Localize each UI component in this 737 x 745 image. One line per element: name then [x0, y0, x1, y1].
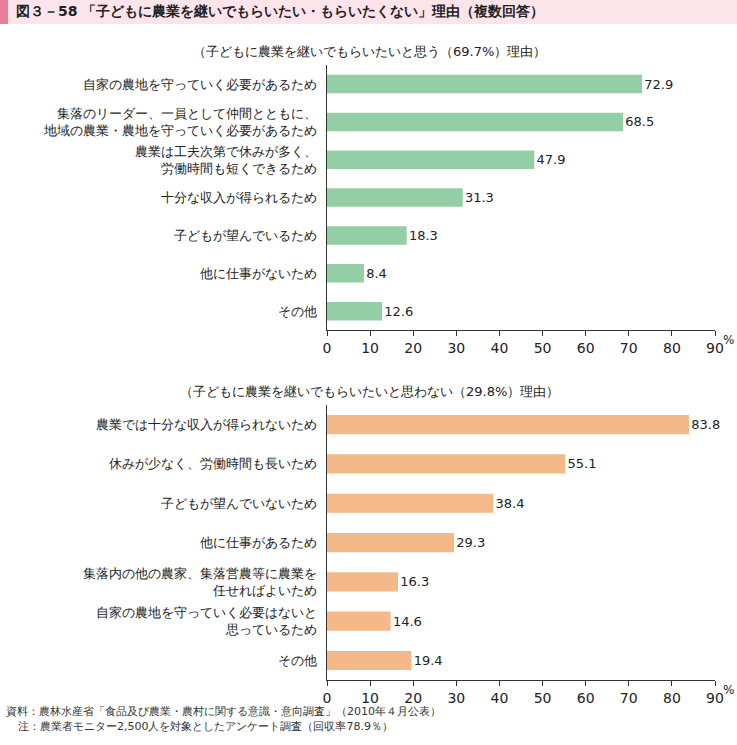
svg-text:12.6: 12.6: [384, 304, 413, 319]
svg-text:16.3: 16.3: [400, 574, 429, 589]
svg-text:自家の農地を守っていく必要はないと思っているため: 自家の農地を守っていく必要はないと思っているため: [96, 605, 317, 637]
svg-text:30: 30: [447, 340, 465, 356]
svg-text:他に仕事があるため: 他に仕事があるため: [200, 535, 317, 550]
svg-text:その他: その他: [278, 653, 317, 668]
svg-text:子どもが望んでいないため: 子どもが望んでいないため: [161, 496, 317, 511]
svg-text:自家の農地を守っていく必要があるため: 自家の農地を守っていく必要があるため: [83, 77, 317, 92]
svg-text:60: 60: [577, 690, 595, 704]
svg-text:55.1: 55.1: [568, 456, 597, 471]
svg-text:50: 50: [534, 690, 552, 704]
svg-text:40: 40: [491, 340, 509, 356]
svg-text:他に仕事がないため: 他に仕事がないため: [200, 266, 317, 281]
html-text:注：農業者モニター2,500人を対象としたアンケート調査（回: 注：農業者モニター2,500人を対象としたアンケート調査（回収率78.9％）: [18, 720, 393, 733]
svg-text:十分な収入が得られるため: 十分な収入が得られるため: [161, 190, 317, 205]
svg-text:68.5: 68.5: [625, 114, 654, 129]
svg-text:18.3: 18.3: [409, 228, 438, 243]
svg-text:%: %: [723, 333, 734, 347]
svg-text:農業は工夫次第で休みが多く、労働時間も短くできるため: 農業は工夫次第で休みが多く、労働時間も短くできるため: [135, 144, 317, 176]
svg-text:20: 20: [404, 690, 422, 704]
svg-text:10: 10: [361, 340, 379, 356]
svg-text:60: 60: [577, 340, 595, 356]
svg-text:農業では十分な収入が得られないため: 農業では十分な収入が得られないため: [96, 417, 317, 432]
svg-text:20: 20: [404, 340, 422, 356]
svg-text:31.3: 31.3: [465, 190, 494, 205]
html-text:図３－58 「子どもに農業を継いでもらいたい・もらいたくない: 図３－58 「子どもに農業を継いでもらいたい・もらいたくない」理由（複数回答）: [16, 3, 545, 19]
svg-text:0: 0: [323, 690, 332, 704]
svg-text:10: 10: [361, 690, 379, 704]
svg-text:72.9: 72.9: [644, 77, 673, 92]
svg-text:休みが少なく、労働時間も長いため: 休みが少なく、労働時間も長いため: [109, 456, 317, 471]
svg-text:子どもが望んでいるため: 子どもが望んでいるため: [174, 228, 317, 243]
svg-text:80: 80: [663, 340, 681, 356]
svg-text:70: 70: [620, 340, 638, 356]
svg-text:30: 30: [447, 690, 465, 704]
svg-text:90: 90: [706, 690, 724, 704]
svg-text:83.8: 83.8: [691, 417, 720, 432]
svg-text:%: %: [723, 683, 734, 697]
svg-text:90: 90: [706, 340, 724, 356]
svg-text:40: 40: [491, 690, 509, 704]
svg-text:集落のリーダー、一員として仲間とともに、地域の農業・農地を守: 集落のリーダー、一員として仲間とともに、地域の農業・農地を守っていく必要があるた…: [43, 106, 317, 138]
svg-text:0: 0: [323, 340, 332, 356]
svg-text:19.4: 19.4: [414, 653, 443, 668]
svg-text:50: 50: [534, 340, 552, 356]
svg-text:集落内の他の農家、集落営農等に農業を任せればよいため: 集落内の他の農家、集落営農等に農業を任せればよいため: [83, 566, 317, 598]
html-text:資料：農林水産省「食品及び農業・農村に関する意識・意向調査」: 資料：農林水産省「食品及び農業・農村に関する意識・意向調査」（2010年４月公表…: [6, 705, 441, 718]
svg-text:（子どもに農業を継いでもらいたいと思わない（29.8%）理由: （子どもに農業を継いでもらいたいと思わない（29.8%）理由）: [180, 384, 559, 399]
svg-text:47.9: 47.9: [537, 152, 566, 167]
svg-text:14.6: 14.6: [393, 614, 422, 629]
svg-text:80: 80: [663, 690, 681, 704]
svg-text:70: 70: [620, 690, 638, 704]
svg-text:（子どもに農業を継いでもらいたいと思う（69.7%）理由）: （子どもに農業を継いでもらいたいと思う（69.7%）理由）: [193, 44, 546, 59]
svg-text:29.3: 29.3: [456, 535, 485, 550]
svg-text:その他: その他: [278, 304, 317, 319]
svg-text:38.4: 38.4: [496, 496, 525, 511]
svg-text:8.4: 8.4: [366, 266, 387, 281]
